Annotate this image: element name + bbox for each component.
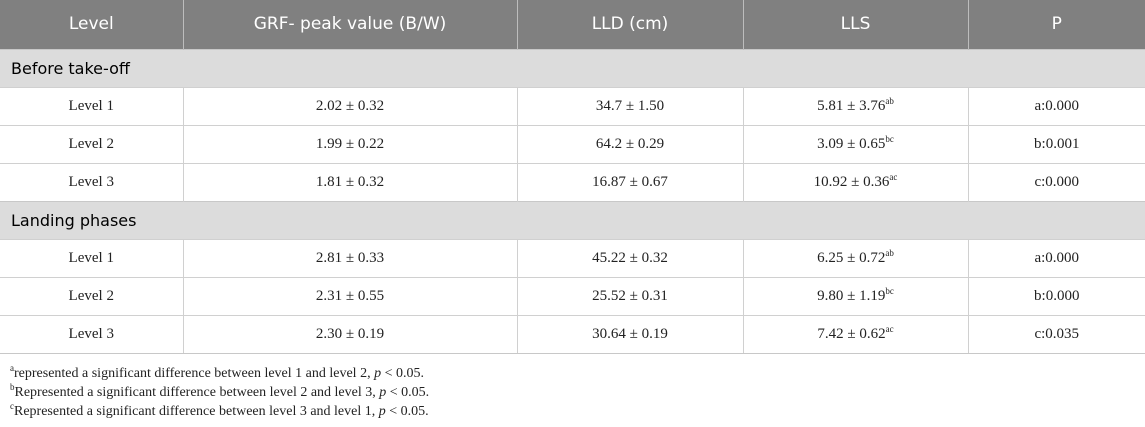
table-body: Before take-off Level 1 2.02 ± 0.32 34.7 ± … [0, 48, 1145, 354]
superscript: bc [885, 285, 894, 296]
header-cell: P [967, 0, 1145, 49]
footnote: arepresented a significant difference be… [10, 362, 1145, 383]
table-cell: c:0.035 [967, 314, 1145, 354]
table-cell: 2.31 ± 0.55 [182, 276, 517, 315]
data-row: Level 3 1.81 ± 0.32 16.87 ± 0.67 10.92 ± 0.… [0, 162, 1145, 201]
footnote-italic: p [378, 403, 386, 419]
footnote-rest: < 0.05. [381, 365, 424, 381]
footnote-rest: < 0.05. [386, 384, 430, 400]
table-cell: 34.7 ± 1.50 [516, 86, 743, 125]
section-title: Landing phases [0, 200, 1145, 239]
header-cell: GRF- peak value (B/W) [182, 0, 517, 49]
table-cell: Level 1 [0, 86, 183, 125]
footnote: bRepresented a significant difference be… [10, 381, 1145, 402]
cell-value: 5.81 ± 3.76 [817, 97, 886, 114]
table-cell: 5.81 ± 3.76ab [742, 86, 968, 125]
table-cell: Level 3 [0, 314, 183, 354]
header-row: Level GRF- peak value (B/W) LLD (cm) LLS P [0, 0, 1145, 49]
table-cell: Level 2 [0, 276, 183, 315]
data-row: Level 1 2.81 ± 0.33 45.22 ± 0.32 6.25 ± 0.7… [0, 238, 1145, 277]
table-cell: 2.02 ± 0.32 [182, 86, 517, 125]
table-cell: 16.87 ± 0.67 [516, 162, 743, 201]
superscript: ab [885, 95, 894, 106]
footnote-text: represented a significant difference bet… [14, 365, 375, 381]
table-cell: c:0.000 [967, 162, 1145, 201]
footnote: cRepresented a significant difference be… [10, 400, 1145, 421]
header-cell: LLS [742, 0, 968, 49]
table-cell: a:0.000 [967, 238, 1145, 277]
section-title: Before take-off [0, 48, 1145, 87]
table-cell: 7.42 ± 0.62ac [742, 314, 968, 354]
data-table: Level GRF- peak value (B/W) LLD (cm) LLS P B… [0, 0, 1145, 354]
footnote-italic: p [379, 384, 387, 400]
footnote-italic: p [374, 365, 382, 381]
table-cell: Level 1 [0, 238, 183, 277]
data-row: Level 2 1.99 ± 0.22 64.2 ± 0.29 3.09 ± 0.65… [0, 124, 1145, 163]
data-row: Level 1 2.02 ± 0.32 34.7 ± 1.50 5.81 ± 3.76… [0, 86, 1145, 125]
data-row: Level 3 2.30 ± 0.19 30.64 ± 0.19 7.42 ± 0.6… [0, 314, 1145, 354]
table-cell: b:0.001 [967, 124, 1145, 163]
footnote-text: Represented a significant difference bet… [14, 403, 379, 419]
table-cell: 9.80 ± 1.19bc [742, 276, 968, 315]
superscript: ab [885, 247, 894, 258]
cell-value: 3.09 ± 0.65 [817, 135, 886, 152]
superscript: ac [889, 171, 898, 182]
table-cell: 30.64 ± 0.19 [516, 314, 743, 354]
footnote-mark: a [10, 362, 14, 373]
table-cell: 25.52 ± 0.31 [516, 276, 743, 315]
table-cell: a:0.000 [967, 86, 1145, 125]
footnote-rest: < 0.05. [385, 403, 429, 419]
cell-value: 6.25 ± 0.72 [817, 249, 886, 266]
table-cell: 1.99 ± 0.22 [182, 124, 517, 163]
cell-value: 9.80 ± 1.19 [817, 287, 886, 304]
table-cell: 45.22 ± 0.32 [516, 238, 743, 277]
table-cell: 2.81 ± 0.33 [182, 238, 517, 277]
header-cell: LLD (cm) [516, 0, 743, 49]
table-cell: b:0.000 [967, 276, 1145, 315]
table-cell: 6.25 ± 0.72ab [742, 238, 968, 277]
section-row: Before take-off [0, 48, 1145, 87]
superscript: ac [885, 323, 894, 334]
table-cell: 2.30 ± 0.19 [182, 314, 517, 354]
cell-value: 10.92 ± 0.36 [813, 173, 890, 190]
table-cell: 3.09 ± 0.65bc [742, 124, 968, 163]
table-cell: 1.81 ± 0.32 [182, 162, 517, 201]
cell-value: 7.42 ± 0.62 [817, 325, 886, 342]
section-row: Landing phases [0, 200, 1145, 239]
superscript: bc [885, 133, 894, 144]
footnote-mark: c [10, 400, 14, 411]
footnote-mark: b [10, 381, 15, 392]
table-cell: Level 3 [0, 162, 183, 201]
footnote-text: Represented a significant difference bet… [14, 384, 380, 400]
table-cell: Level 2 [0, 124, 183, 163]
data-row: Level 2 2.31 ± 0.55 25.52 ± 0.31 9.80 ± 1.1… [0, 276, 1145, 315]
footnotes: arepresented a significant difference be… [0, 362, 1145, 421]
table-cell: 64.2 ± 0.29 [516, 124, 743, 163]
header-cell: Level [0, 0, 183, 49]
table-cell: 10.92 ± 0.36ac [742, 162, 968, 201]
